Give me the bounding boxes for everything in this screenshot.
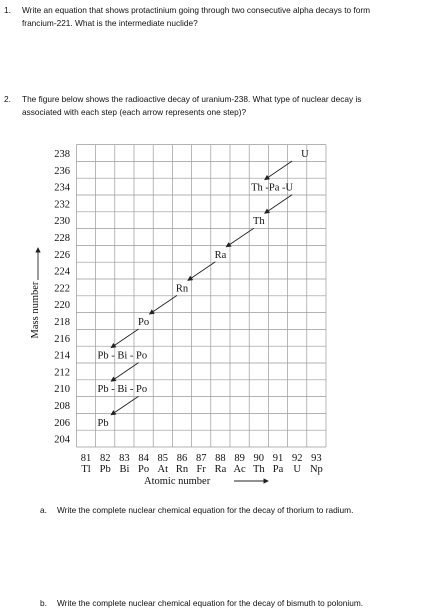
nuclide-label: Th: [253, 216, 265, 227]
atomic-number-label: 84: [138, 453, 149, 464]
part-letter: b.: [40, 598, 47, 608]
mass-number-label: 222: [54, 283, 70, 294]
part-letter: a.: [40, 505, 47, 515]
element-symbol: Tl: [81, 464, 90, 475]
atomic-number-label: 85: [158, 453, 169, 464]
element-symbol: Pb: [100, 464, 111, 475]
mass-number-label: 204: [54, 435, 71, 446]
element-symbol: Bi: [119, 464, 129, 475]
mass-number-label: 208: [54, 401, 70, 412]
mass-number-label: 218: [54, 317, 70, 328]
decay-arrow: [264, 194, 293, 214]
atomic-number-label: 89: [234, 453, 245, 464]
atomic-number-label: 83: [119, 453, 130, 464]
element-symbol: Np: [310, 464, 323, 475]
mass-number-label: 214: [54, 351, 71, 362]
nuclide-label: Pb: [98, 418, 109, 429]
mass-number-label: 236: [54, 166, 70, 177]
question-text: The figure below shows the radioactive d…: [22, 94, 361, 104]
element-symbol: Th: [253, 464, 265, 475]
element-symbol: U: [293, 464, 301, 475]
atomic-number-label: 90: [254, 453, 265, 464]
atomic-number-label: 91: [273, 453, 284, 464]
mass-number-label: 234: [54, 183, 71, 194]
atomic-number-label: 81: [81, 453, 92, 464]
question-number: 1.: [4, 5, 11, 15]
part-text: Write the complete nuclear chemical equa…: [57, 598, 363, 608]
mass-number-label: 216: [54, 334, 70, 345]
decay-arrow: [187, 261, 216, 281]
mass-number-label: 230: [54, 216, 70, 227]
mass-number-label: 220: [54, 300, 70, 311]
decay-arrow: [225, 227, 255, 248]
atomic-number-label: 93: [311, 453, 322, 464]
element-symbol: Fr: [197, 464, 207, 475]
nuclide-label: Pb - Bi - Po: [98, 351, 148, 362]
decay-arrow: [148, 295, 178, 315]
question-text: francium-221. What is the intermediate n…: [22, 18, 198, 28]
nuclide-label: Ra: [215, 250, 227, 261]
atomic-number-label: 87: [196, 453, 207, 464]
nuclide-label: Pb - Bi - Po: [98, 384, 148, 395]
decay-arrow: [110, 362, 139, 382]
element-symbol: Rn: [176, 464, 189, 475]
element-symbol: Ra: [215, 464, 227, 475]
element-symbol: Pa: [273, 464, 284, 475]
atomic-number-label: 88: [215, 453, 226, 464]
question-text: Write an equation that shows protactiniu…: [22, 5, 370, 15]
element-symbol: Ac: [233, 464, 246, 475]
mass-number-label: 238: [54, 149, 70, 160]
atomic-number-label: 82: [100, 453, 111, 464]
nuclide-label: Th -Pa -U: [251, 183, 293, 194]
nuclide-label: U: [301, 149, 309, 160]
x-axis-label: Atomic number: [144, 476, 211, 487]
element-symbol: At: [158, 464, 169, 475]
y-axis-label: Mass number: [30, 281, 41, 338]
mass-number-label: 228: [54, 233, 70, 244]
mass-number-label: 210: [54, 384, 70, 395]
question-number: 2.: [4, 94, 11, 104]
nuclide-label: Rn: [176, 283, 189, 294]
mass-number-label: 232: [54, 199, 70, 210]
nuclide-label: Po: [138, 317, 149, 328]
part-text: Write the complete nuclear chemical equa…: [57, 505, 353, 515]
mass-number-label: 212: [54, 367, 70, 378]
decay-arrow: [110, 328, 139, 349]
mass-number-label: 226: [54, 250, 70, 261]
atomic-number-label: 86: [177, 453, 188, 464]
decay-arrow: [110, 395, 139, 416]
atomic-number-label: 92: [292, 453, 303, 464]
element-symbol: Po: [138, 464, 149, 475]
decay-arrow: [264, 160, 293, 181]
mass-number-label: 224: [54, 267, 71, 278]
question-text: associated with each step (each arrow re…: [22, 107, 247, 117]
mass-number-label: 206: [54, 418, 70, 429]
